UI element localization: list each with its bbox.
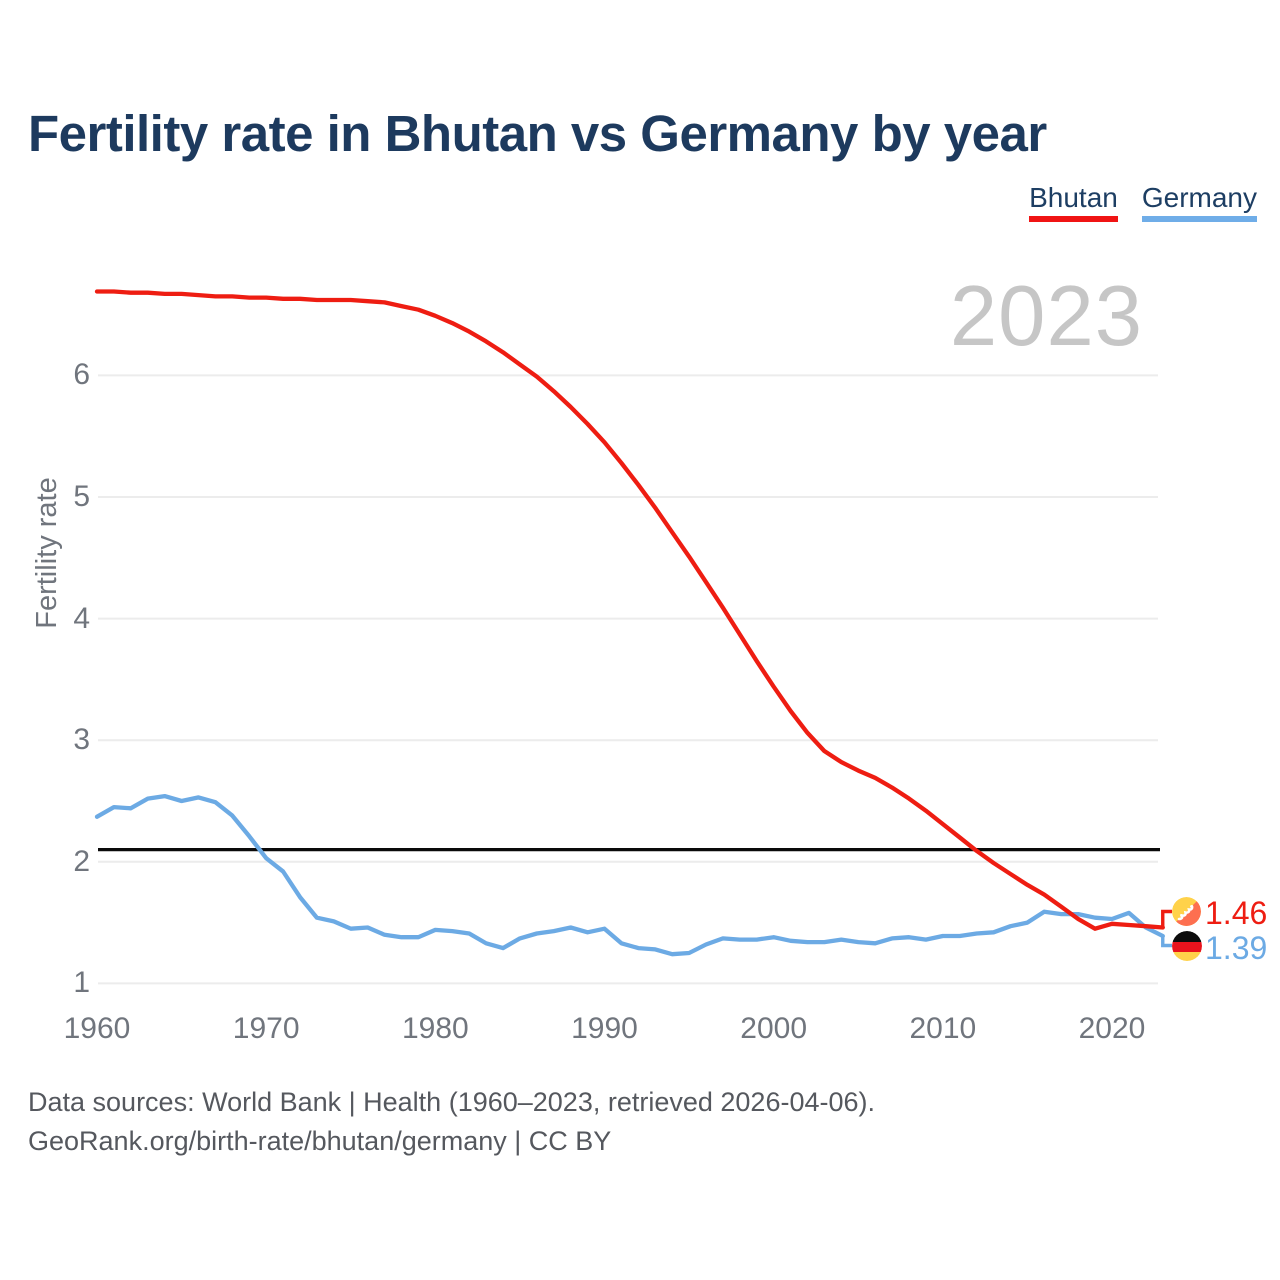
y-axis-title: Fertility rate [31,477,63,629]
x-tick-2000: 2000 [740,1012,808,1045]
bhutan-end-value: 1.46 [1205,895,1268,931]
x-tick-2010: 2010 [909,1012,977,1045]
bhutan-flag-icon [1172,897,1201,926]
series-line-bhutan [94,289,1165,931]
x-tick-2020: 2020 [1078,1012,1146,1045]
germany-flag-icon [1172,931,1202,961]
germany-leader-line [1161,935,1172,948]
page-title: Fertility rate in Bhutan vs Germany by y… [28,105,1047,162]
y-tick-1: 1 [73,966,90,1000]
y-tick-4: 4 [73,601,90,635]
y-tick-5: 5 [73,480,90,513]
y-tick-6: 6 [73,358,90,392]
legend-item-germany[interactable]: Germany [1141,183,1257,223]
y-tick-3: 3 [73,723,90,757]
legend-item-bhutan[interactable]: Bhutan [1029,183,1118,223]
series-line-germany [94,793,1165,957]
x-tick-1970: 1970 [232,1012,300,1045]
footer-data-sources: Data sources: World Bank | Health (1960–… [28,1087,875,1117]
y-tick-2: 2 [73,844,90,878]
footer-link[interactable]: GeoRank.org/birth-rate/bhutan/germany | … [28,1126,612,1156]
x-tick-1980: 1980 [401,1012,469,1045]
x-tick-1990: 1990 [571,1012,638,1045]
bhutan-leader-line [1161,909,1172,928]
germany-end-value: 1.39 [1205,930,1268,966]
x-tick-1960: 1960 [63,1012,131,1045]
legend: Bhutan Germany [1029,183,1257,223]
footer-note: Data sources: World Bank | Health (1960–… [28,1083,875,1161]
year-watermark: 2023 [949,269,1143,364]
